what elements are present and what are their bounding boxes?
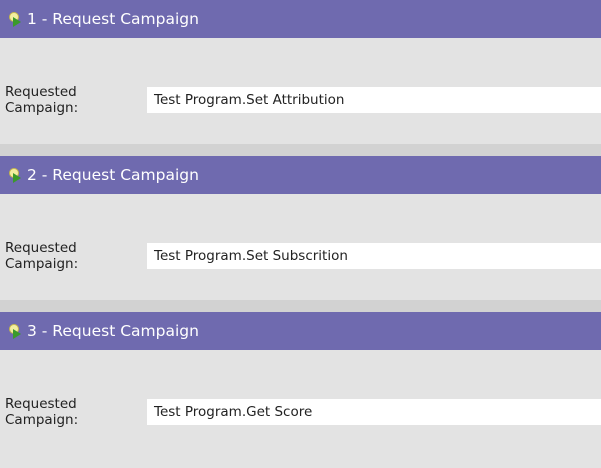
step-title: 3 - Request Campaign [27, 322, 199, 340]
requested-campaign-label: Requested Campaign: [5, 396, 79, 428]
requested-campaign-field[interactable]: Test Program.Set Subscrition [147, 243, 601, 269]
request-campaign-icon [8, 323, 22, 339]
requested-campaign-field[interactable]: Test Program.Set Attribution [147, 87, 601, 113]
step-title: 1 - Request Campaign [27, 10, 199, 28]
step-header[interactable]: 2 - Request Campaign [0, 156, 601, 194]
divider [0, 144, 601, 156]
request-campaign-icon [8, 167, 22, 183]
flow-step-2: 2 - Request Campaign Requested Campaign:… [0, 156, 601, 312]
request-campaign-icon [8, 11, 22, 27]
flow-step-3: 3 - Request Campaign Requested Campaign:… [0, 312, 601, 468]
requested-campaign-label: Requested Campaign: [5, 240, 79, 272]
flow-step-1: 1 - Request Campaign Requested Campaign:… [0, 0, 601, 156]
step-body: Requested Campaign: Test Program.Set Subs… [0, 194, 601, 300]
step-body: Requested Campaign: Test Program.Set Attr… [0, 38, 601, 144]
step-header[interactable]: 1 - Request Campaign [0, 0, 601, 38]
step-body: Requested Campaign: Test Program.Get Scor… [0, 350, 601, 456]
step-header[interactable]: 3 - Request Campaign [0, 312, 601, 350]
step-title: 2 - Request Campaign [27, 166, 199, 184]
requested-campaign-field[interactable]: Test Program.Get Score [147, 399, 601, 425]
requested-campaign-label: Requested Campaign: [5, 84, 79, 116]
divider [0, 300, 601, 312]
